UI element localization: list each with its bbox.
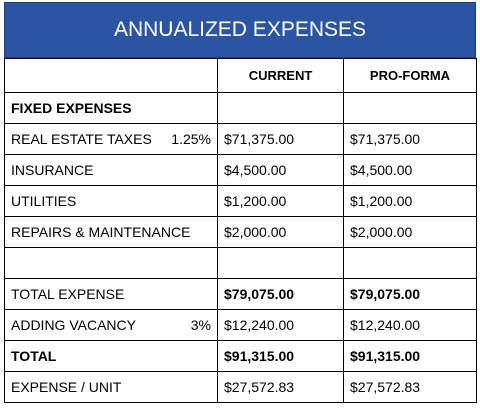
table-row — [4, 247, 477, 279]
table-row: REPAIRS & MAINTENANCE $2,000.00 $2,000.00 — [4, 216, 477, 248]
proforma-value: $1,200.00 — [350, 193, 413, 209]
proforma-value: $91,315.00 — [350, 348, 421, 364]
proforma-cell — [343, 92, 477, 124]
proforma-value: $2,000.00 — [350, 224, 413, 240]
row-label: TOTAL EXPENSE — [11, 286, 125, 302]
proforma-cell — [343, 247, 477, 279]
label-cell: TOTAL — [4, 340, 218, 372]
table-row: TOTAL EXPENSE $79,075.00 $79,075.00 — [4, 278, 477, 310]
proforma-value: $27,572.83 — [350, 379, 421, 395]
table-row: TOTAL $91,315.00 $91,315.00 — [4, 340, 477, 372]
title-bar: ANNUALIZED EXPENSES — [4, 2, 476, 58]
label-cell: EXPENSE / UNIT — [4, 371, 218, 403]
label-cell: REAL ESTATE TAXES 1.25% — [4, 123, 218, 155]
current-value: $1,200.00 — [224, 193, 287, 209]
current-cell — [217, 247, 344, 279]
title: ANNUALIZED EXPENSES — [113, 18, 367, 41]
table-row: FIXED EXPENSES — [4, 92, 477, 124]
row-label: TOTAL — [11, 348, 57, 364]
proforma-cell: $12,240.00 — [343, 309, 477, 341]
table-row: ADDING VACANCY 3% $12,240.00 $12,240.00 — [4, 309, 477, 341]
current-cell: $4,500.00 — [217, 154, 344, 186]
proforma-cell: $91,315.00 — [343, 340, 477, 372]
label-cell: TOTAL EXPENSE — [4, 278, 218, 310]
table-row: REAL ESTATE TAXES 1.25% $71,375.00 $71,375.… — [4, 123, 477, 155]
row-label: REPAIRS & MAINTENANCE — [11, 224, 191, 240]
proforma-cell: $1,200.00 — [343, 185, 477, 217]
current-cell: $2,000.00 — [217, 216, 344, 248]
proforma-cell: $71,375.00 — [343, 123, 477, 155]
row-label: INSURANCE — [11, 162, 94, 178]
header-cell: CURRENT — [217, 58, 344, 93]
row-label: FIXED EXPENSES — [11, 100, 132, 116]
proforma-cell: $79,075.00 — [343, 278, 477, 310]
proforma-value: $71,375.00 — [350, 131, 421, 147]
current-value: $79,075.00 — [224, 286, 295, 302]
proforma-cell: $4,500.00 — [343, 154, 477, 186]
current-cell: $1,200.00 — [217, 185, 344, 217]
proforma-value: $79,075.00 — [350, 286, 421, 302]
current-cell: $79,075.00 — [217, 278, 344, 310]
header-row: CURRENT PRO-FORMA — [4, 58, 477, 93]
current-cell: $91,315.00 — [217, 340, 344, 372]
row-note: 1.25% — [171, 131, 211, 147]
row-note: 3% — [190, 317, 211, 333]
header-cell — [4, 58, 218, 93]
current-value: $71,375.00 — [224, 131, 295, 147]
current-value: $27,572.83 — [224, 379, 295, 395]
current-cell: $71,375.00 — [217, 123, 344, 155]
header-cell: PRO-FORMA — [343, 58, 477, 93]
proforma-value: $4,500.00 — [350, 162, 413, 178]
current-cell — [217, 92, 344, 124]
row-label: REAL ESTATE TAXES — [11, 131, 152, 147]
table-row: UTILITIES $1,200.00 $1,200.00 — [4, 185, 477, 217]
expenses-card: ANNUALIZED EXPENSES CURRENT PRO-FORMA FI… — [4, 2, 477, 403]
table-body: CURRENT PRO-FORMA FIXED EXPENSES REAL EST… — [4, 58, 477, 403]
label-cell — [4, 247, 218, 279]
current-value: $91,315.00 — [224, 348, 295, 364]
label-cell: INSURANCE — [4, 154, 218, 186]
proforma-value: $12,240.00 — [350, 317, 421, 333]
label-cell: ADDING VACANCY 3% — [4, 309, 218, 341]
table-row: EXPENSE / UNIT $27,572.83 $27,572.83 — [4, 371, 477, 403]
label-cell: FIXED EXPENSES — [4, 92, 218, 124]
table-row: INSURANCE $4,500.00 $4,500.00 — [4, 154, 477, 186]
current-value: $2,000.00 — [224, 224, 287, 240]
expenses-table: CURRENT PRO-FORMA FIXED EXPENSES REAL EST… — [4, 58, 477, 403]
current-value: $12,240.00 — [224, 317, 295, 333]
proforma-cell: $27,572.83 — [343, 371, 477, 403]
row-label: EXPENSE / UNIT — [11, 379, 122, 395]
label-cell: UTILITIES — [4, 185, 218, 217]
label-cell: REPAIRS & MAINTENANCE — [4, 216, 218, 248]
row-label: ADDING VACANCY — [11, 317, 136, 333]
current-value: $4,500.00 — [224, 162, 287, 178]
current-cell: $12,240.00 — [217, 309, 344, 341]
proforma-cell: $2,000.00 — [343, 216, 477, 248]
row-label: UTILITIES — [11, 193, 77, 209]
current-cell: $27,572.83 — [217, 371, 344, 403]
